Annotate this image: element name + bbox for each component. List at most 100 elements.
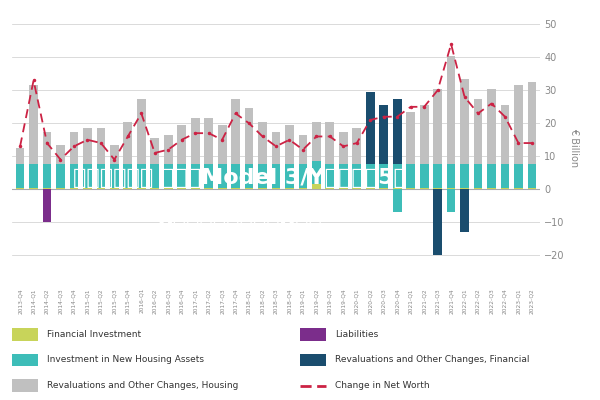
Bar (393, 164, 401, 188)
Bar (366, 128, 374, 164)
Bar (420, 164, 428, 188)
Bar (29, 188, 38, 189)
Bar (379, 188, 388, 189)
Bar (29, 86, 38, 164)
Bar (97, 128, 105, 164)
Text: 2021-Q2: 2021-Q2 (422, 288, 427, 314)
Bar (352, 128, 361, 164)
Bar (272, 164, 280, 188)
Bar (12, 354, 38, 366)
Bar (151, 188, 159, 189)
Bar (191, 188, 200, 189)
Bar (325, 188, 334, 189)
Text: 2019-Q4: 2019-Q4 (341, 288, 346, 314)
Bar (447, 188, 455, 189)
Text: 2017-Q3: 2017-Q3 (220, 288, 224, 314)
Bar (447, 189, 455, 212)
Text: 0息购车活动延长至8月底: 0息购车活动延长至8月底 (158, 211, 322, 231)
Text: 2019-Q2: 2019-Q2 (314, 288, 319, 314)
Bar (272, 188, 280, 189)
Bar (473, 164, 482, 188)
Text: 2014-Q3: 2014-Q3 (58, 288, 63, 314)
Text: 2022-Q2: 2022-Q2 (476, 288, 481, 314)
Bar (83, 164, 92, 188)
Bar (178, 188, 186, 189)
Bar (285, 188, 294, 189)
Bar (352, 164, 361, 188)
Text: 2019-Q1: 2019-Q1 (301, 288, 305, 314)
Bar (12, 328, 38, 341)
Bar (231, 98, 240, 164)
Bar (366, 92, 374, 164)
Bar (366, 188, 374, 189)
Text: 2017-Q2: 2017-Q2 (206, 288, 211, 314)
Bar (16, 188, 25, 189)
Bar (433, 189, 442, 255)
Bar (56, 164, 65, 188)
Bar (299, 188, 307, 189)
Bar (218, 125, 227, 164)
Text: 2022-Q4: 2022-Q4 (502, 288, 508, 314)
Bar (447, 164, 455, 188)
Bar (379, 164, 388, 188)
Text: Revaluations and Other Changes, Financial: Revaluations and Other Changes, Financia… (335, 356, 530, 364)
Bar (258, 122, 267, 164)
Bar (218, 188, 227, 189)
Bar (272, 132, 280, 164)
Bar (473, 98, 482, 164)
Bar (285, 125, 294, 164)
Text: 2018-Q2: 2018-Q2 (260, 288, 265, 314)
Bar (420, 105, 428, 164)
Text: 2016-Q1: 2016-Q1 (139, 288, 144, 313)
Bar (16, 148, 25, 164)
Bar (339, 188, 348, 189)
Bar (29, 164, 38, 188)
Text: 2020-Q3: 2020-Q3 (381, 288, 386, 314)
Bar (137, 188, 146, 189)
Text: 2023-Q2: 2023-Q2 (529, 288, 535, 314)
Bar (433, 164, 442, 188)
Bar (164, 135, 173, 164)
Bar (137, 164, 146, 188)
Bar (258, 164, 267, 188)
Bar (56, 188, 65, 189)
Text: 2015-Q1: 2015-Q1 (85, 288, 90, 314)
Bar (460, 79, 469, 164)
Bar (500, 188, 509, 189)
Text: 2014-Q1: 2014-Q1 (31, 288, 36, 314)
Bar (43, 188, 52, 189)
Bar (527, 164, 536, 188)
Text: 2020-Q4: 2020-Q4 (395, 288, 400, 314)
Bar (97, 164, 105, 188)
Bar (460, 188, 469, 189)
Bar (406, 188, 415, 189)
Text: 2013-Q4: 2013-Q4 (17, 288, 23, 314)
Text: 2016-Q4: 2016-Q4 (179, 288, 184, 314)
Bar (110, 145, 119, 164)
Y-axis label: € Billion: € Billion (569, 128, 578, 168)
Bar (393, 98, 401, 164)
Bar (178, 164, 186, 188)
Bar (43, 189, 52, 222)
Bar (83, 128, 92, 164)
Text: 2022-Q1: 2022-Q1 (462, 288, 467, 314)
Bar (299, 135, 307, 164)
Text: 2018-Q4: 2018-Q4 (287, 288, 292, 314)
Bar (124, 188, 132, 189)
Bar (514, 188, 523, 189)
Bar (124, 122, 132, 164)
Text: 2017-Q4: 2017-Q4 (233, 288, 238, 314)
Bar (393, 189, 401, 212)
Bar (352, 188, 361, 189)
Bar (178, 125, 186, 164)
Bar (487, 164, 496, 188)
Bar (151, 138, 159, 164)
Bar (300, 328, 326, 341)
Text: 2015-Q2: 2015-Q2 (98, 288, 103, 314)
Text: 2016-Q2: 2016-Q2 (152, 288, 157, 314)
Bar (406, 164, 415, 188)
Bar (460, 189, 469, 232)
Bar (245, 164, 253, 188)
Bar (514, 86, 523, 164)
Bar (312, 184, 321, 189)
